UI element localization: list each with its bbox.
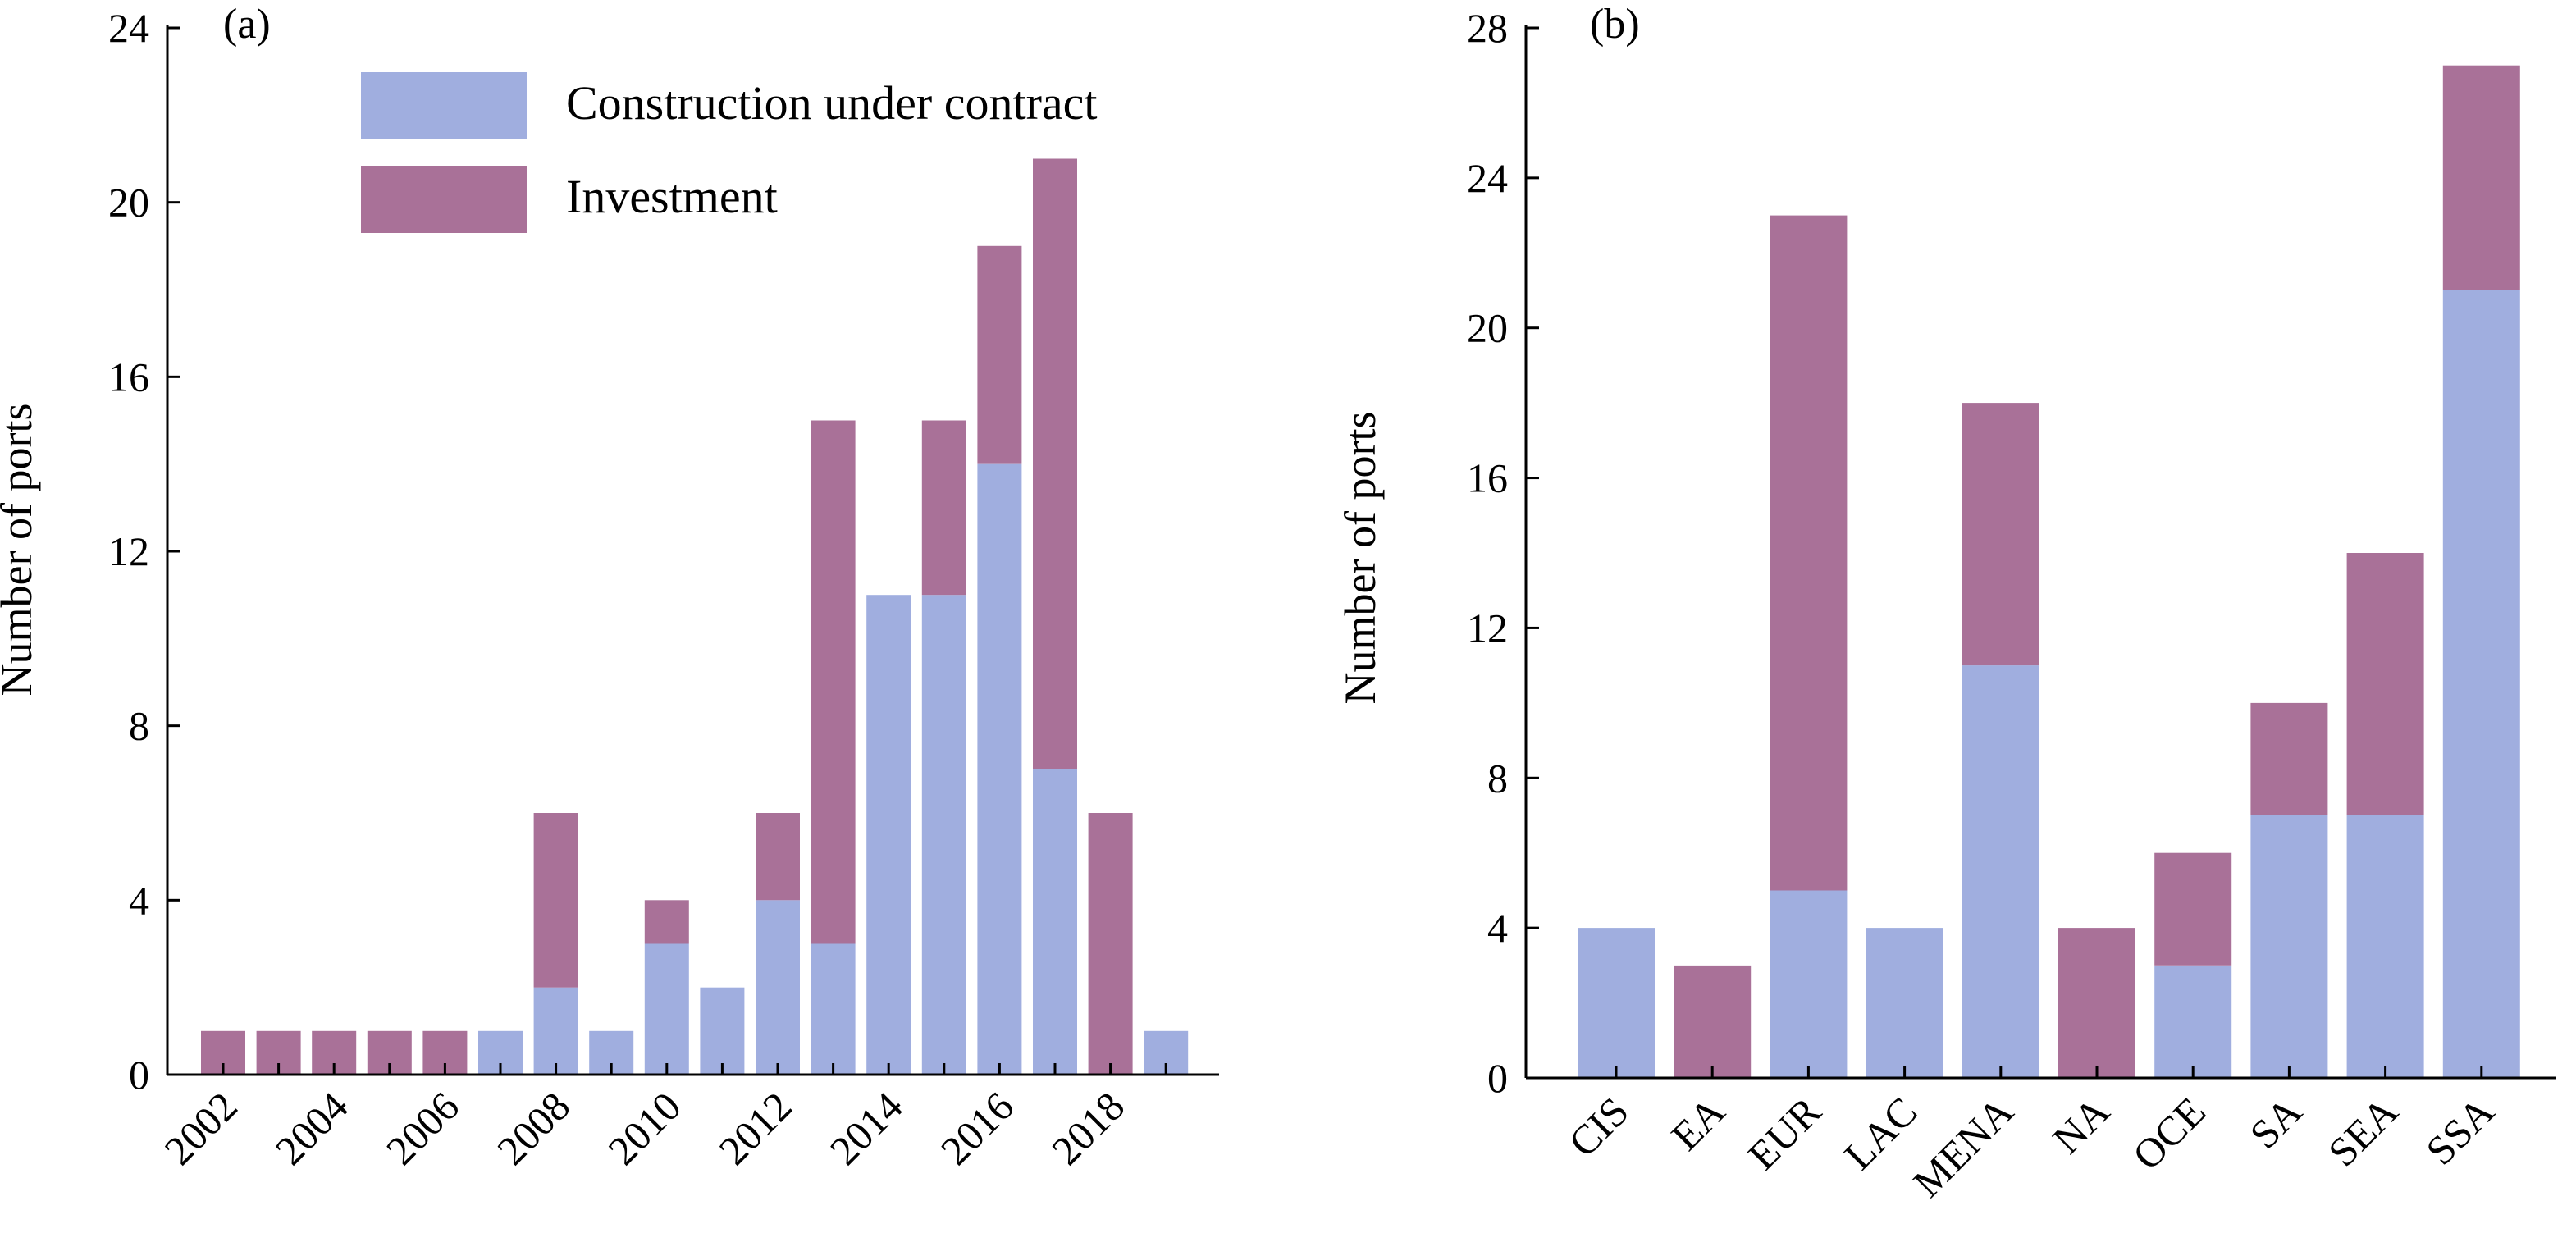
panel-b-x-tick-label-sea: SEA [2319,1088,2406,1175]
panel-a-bar-investment-2017 [1033,158,1077,769]
panel-b-y-tick-label-20: 20 [1467,305,1508,351]
panel-a-y-tick-label-20: 20 [108,180,149,226]
panel-b-bar-investment-ssa [2442,65,2520,290]
panel-a-bar-investment-2008 [533,813,578,988]
panel-a-label: (a) [223,1,271,48]
panel-a-bar-investment-2016 [977,245,1022,464]
panel-b-y-tick-label-28: 28 [1467,5,1508,51]
panel-b-y-axis-title: Number of ports [1336,412,1385,705]
panel-a-bar-construction-2013 [811,943,856,1075]
panel-a-y-tick-label-24: 24 [108,5,149,51]
panel-a-bar-construction-2014 [866,595,911,1075]
panel-b-bar-construction-ssa [2442,290,2520,1078]
panel-a-bar-construction-2008 [533,987,578,1075]
panel-b-bar-construction-cis [1578,928,1655,1078]
panel-b-bar-investment-na [2058,928,2135,1078]
panel-a-x-tick-label-2002: 2002 [155,1083,245,1173]
legend-label-investment: Investment [566,170,778,223]
panel-a-bar-construction-2010 [644,943,689,1075]
panel-a-bar-investment-2018 [1088,813,1133,1075]
panel-b-bar-investment-sea [2346,553,2424,815]
panel-b-y-tick-label-24: 24 [1467,155,1508,201]
panel-a-y-tick-label-8: 8 [129,703,149,749]
panel-b-x-tick-label-oce: OCE [2124,1088,2214,1178]
panel-b-x-tick-label-eur: EUR [1739,1088,1830,1179]
panel-a-bar-investment-2015 [921,420,966,596]
panel-b-bar-construction-sea [2346,815,2424,1078]
panel-a-bar-investment-2010 [644,900,689,944]
panel-b-bar-investment-eur [1770,215,1848,891]
panel-b-x-tick-label-cis: CIS [1560,1088,1637,1166]
panel-b-bar-investment-oce [2154,852,2232,966]
panel-b-x-tick-label-mena: MENA [1904,1088,2022,1206]
panel-a-y-tick-label-16: 16 [108,354,149,400]
panel-a-x-tick-label-2018: 2018 [1043,1083,1133,1173]
panel-b-x-tick-label-sa: SA [2240,1088,2310,1158]
panel-b-bar-construction-eur [1770,890,1848,1078]
panel-a-y-tick-label-0: 0 [129,1052,149,1098]
panel-b-bar-construction-mena [1962,665,2039,1078]
legend-label-construction: Construction under contract [566,76,1098,130]
panel-b-label: (b) [1590,1,1640,48]
panel-a-bar-construction-2015 [921,595,966,1075]
legend-swatch-investment [361,166,527,233]
panel-b-bar-investment-ea [1674,965,1752,1078]
panel-b-bar-construction-lac [1866,928,1943,1078]
legend-swatch-construction [361,72,527,139]
panel-b-bar-investment-sa [2250,702,2328,815]
panel-a: (a) Number of ports Construction under c… [0,1,1219,1173]
panel-b-y-tick-label-4: 4 [1487,905,1508,951]
panel-b-bar-investment-mena [1962,403,2039,666]
panel-a-x-tick-label-2006: 2006 [377,1083,468,1173]
panel-b-y-tick-label-8: 8 [1487,755,1508,801]
panel-a-bar-investment-2012 [756,813,800,901]
panel-b: (b) Number of ports 0 4 8 12 16 20 24 28 CIS EA EU… [1336,1,2556,1206]
panel-a-y-tick-label-4: 4 [129,877,149,923]
panel-a-bar-investment-2013 [811,420,856,944]
panel-a-x-tick-label-2004: 2004 [267,1083,357,1173]
panel-a-x-tick-label-2012: 2012 [710,1083,800,1173]
panel-a-y-axis-title: Number of ports [0,404,41,696]
panel-b-bar-construction-sa [2250,815,2328,1078]
panel-a-y-tick-label-12: 12 [108,528,149,574]
legend: Construction under contract Investment [361,72,1098,233]
panel-a-x-tick-label-2014: 2014 [821,1083,911,1173]
panel-b-x-tick-label-na: NA [2044,1088,2118,1162]
panel-b-x-tick-label-ssa: SSA [2417,1088,2502,1173]
panel-b-x-tick-label-ea: EA [1662,1088,1733,1159]
panel-a-x-tick-label-2016: 2016 [932,1083,1022,1173]
panel-a-bar-construction-2017 [1033,769,1077,1075]
panel-b-y-tick-label-0: 0 [1487,1055,1508,1101]
panel-b-y-tick-label-12: 12 [1467,605,1508,651]
panel-b-y-tick-label-16: 16 [1467,455,1508,501]
panel-a-x-tick-label-2008: 2008 [488,1083,578,1173]
panel-a-bar-construction-2011 [700,987,745,1075]
panel-a-bar-construction-2012 [756,900,800,1075]
panel-a-x-tick-label-2010: 2010 [599,1083,689,1173]
panel-a-bar-construction-2016 [977,463,1022,1075]
panel-b-bar-construction-oce [2154,965,2232,1078]
